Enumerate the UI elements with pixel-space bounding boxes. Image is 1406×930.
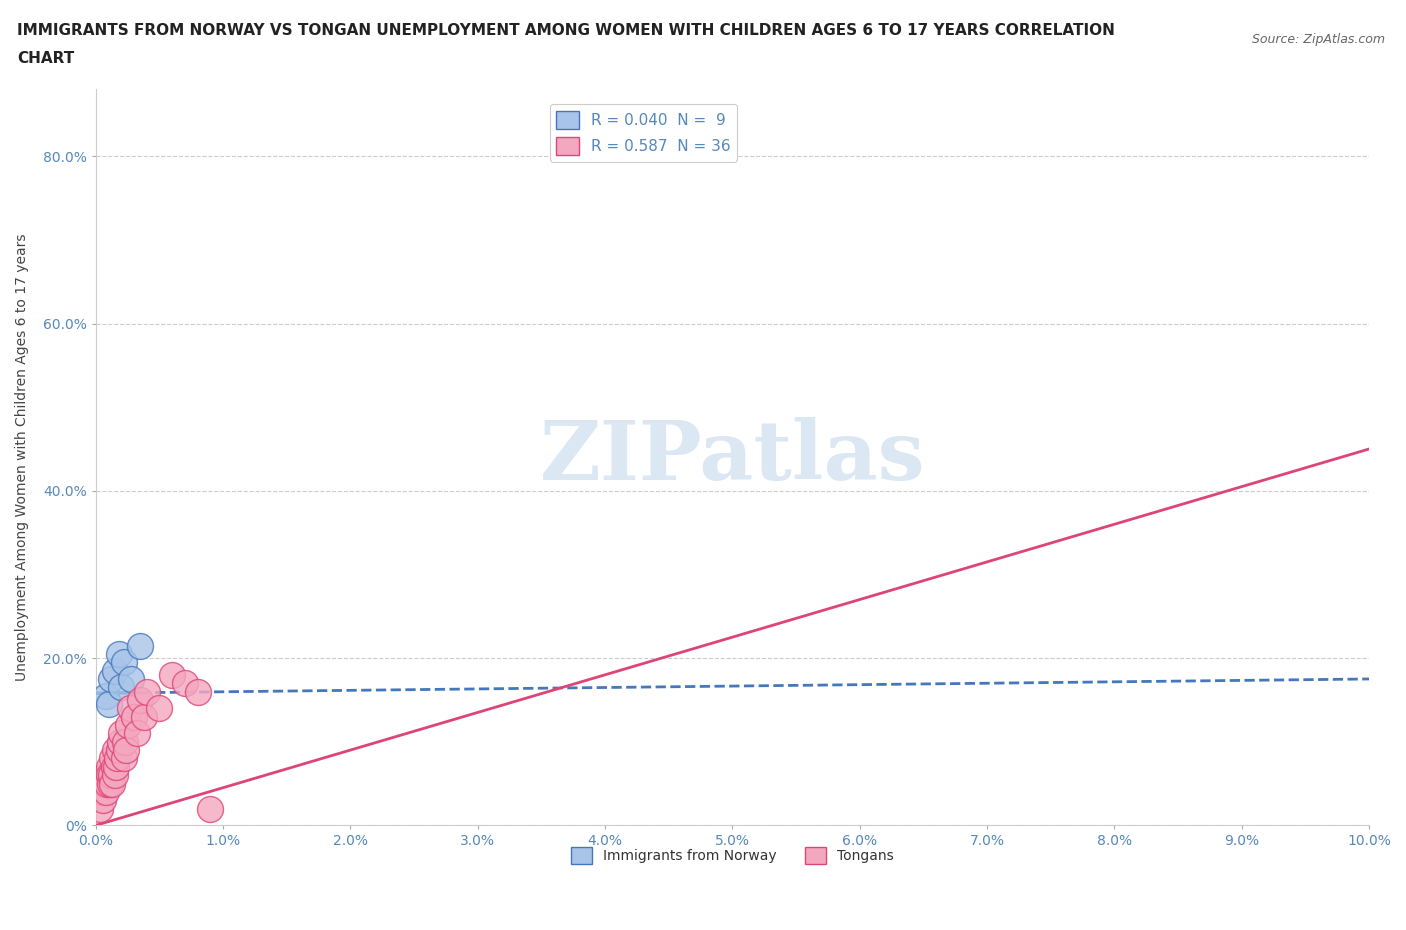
Point [101,751,124,766]
Point [94,688,117,703]
Point [160,668,183,683]
Point [105,759,128,774]
Point [110,680,132,695]
Text: Source: ZipAtlas.com: Source: ZipAtlas.com [1251,33,1385,46]
Point [89,801,111,816]
Point [134,710,156,724]
Point [129,693,152,708]
Point [114,735,136,750]
Point [101,776,124,790]
Point [97,767,120,782]
Point [98,776,121,790]
Point [94,767,117,782]
Point [91,784,114,799]
Point [115,743,138,758]
Point [120,671,142,686]
Point [200,801,222,816]
Text: ZIPatlas: ZIPatlas [540,418,925,498]
Point [135,684,157,699]
Point [108,735,131,750]
Text: CHART: CHART [17,51,75,66]
Point [97,759,120,774]
Point [174,676,197,691]
Point [104,743,127,758]
Point [107,646,129,661]
Point [94,784,117,799]
Point [117,718,139,733]
Point [93,776,115,790]
Point [110,726,132,741]
Y-axis label: Unemployment Among Women with Children Ages 6 to 17 years: Unemployment Among Women with Children A… [15,233,30,681]
Point [104,663,127,678]
Point [122,710,145,724]
Point [129,638,152,653]
Point [107,743,129,758]
Point [112,655,135,670]
Point [100,671,122,686]
Text: IMMIGRANTS FROM NORWAY VS TONGAN UNEMPLOYMENT AMONG WOMEN WITH CHILDREN AGES 6 T: IMMIGRANTS FROM NORWAY VS TONGAN UNEMPLO… [17,23,1115,38]
Point [93,792,115,807]
Point [103,759,125,774]
Point [100,767,122,782]
Point [187,684,209,699]
Point [96,776,118,790]
Point [125,726,148,741]
Point [104,767,127,782]
Point [107,751,129,766]
Legend: Immigrants from Norway, Tongans: Immigrants from Norway, Tongans [565,842,898,870]
Point [97,697,120,711]
Point [148,701,170,716]
Point [112,751,135,766]
Point [120,701,142,716]
